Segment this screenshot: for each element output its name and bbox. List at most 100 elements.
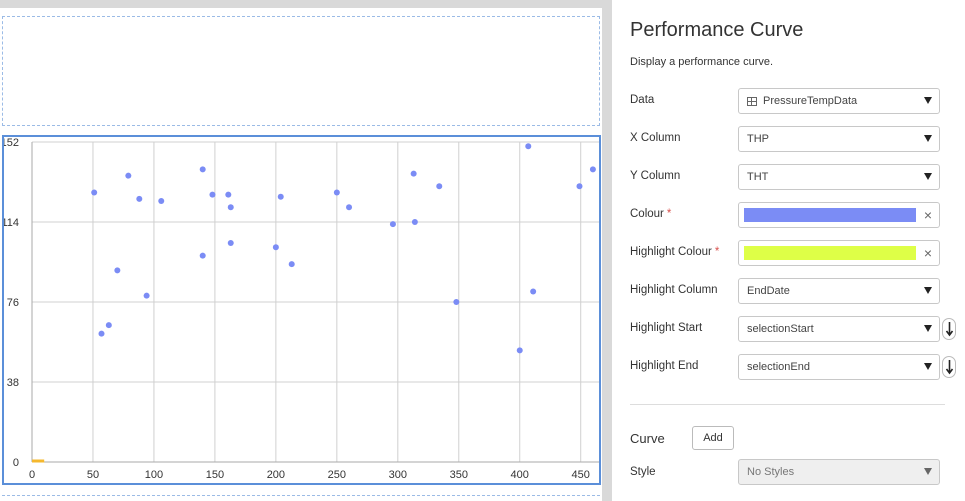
chevron-down-icon xyxy=(924,363,932,370)
data-point xyxy=(288,261,295,268)
data-point xyxy=(158,197,165,204)
clear-icon[interactable]: × xyxy=(923,245,932,261)
highlight-column-value: EndDate xyxy=(747,285,790,297)
data-select[interactable]: PressureTempData xyxy=(738,88,940,114)
x-tick-label: 400 xyxy=(511,469,529,481)
curve-label: Curve xyxy=(630,431,665,446)
y-tick-label: 38 xyxy=(7,377,19,389)
y-tick-label: 114 xyxy=(4,217,19,229)
data-point xyxy=(589,166,596,173)
data-point xyxy=(411,219,418,225)
colour-label: Colour * xyxy=(630,208,671,220)
data-point xyxy=(576,183,583,190)
data-point xyxy=(199,166,206,173)
x-column-select[interactable]: THP xyxy=(738,126,940,152)
x-column-label: X Column xyxy=(630,132,681,144)
data-point xyxy=(277,193,284,200)
highlight-end-select[interactable]: selectionEnd xyxy=(738,354,940,380)
x-tick-label: 50 xyxy=(87,469,99,481)
scatter-chart: 0 50 100 150 200 250 300 350 400 450 0 38 76 114 152 xyxy=(4,137,599,481)
highlight-start-label: Highlight Start xyxy=(630,322,703,334)
data-point xyxy=(105,322,112,329)
add-curve-button[interactable]: Add xyxy=(692,426,734,450)
data-point xyxy=(125,172,132,179)
highlight-colour-swatch[interactable] xyxy=(744,246,916,260)
chevron-down-icon xyxy=(924,287,932,294)
x-tick-label: 250 xyxy=(328,469,346,481)
x-tick-label: 0 xyxy=(29,469,35,481)
highlight-end-label: Highlight End xyxy=(630,360,699,372)
highlight-column-label: Highlight Column xyxy=(630,284,718,296)
x-tick-label: 350 xyxy=(450,469,468,481)
data-point xyxy=(136,195,143,202)
style-select[interactable]: No Styles xyxy=(738,459,940,485)
data-point xyxy=(333,189,340,196)
data-point xyxy=(143,292,150,299)
highlight-start-select[interactable]: selectionStart xyxy=(738,316,940,342)
chevron-down-icon xyxy=(924,468,932,475)
data-label: Data xyxy=(630,94,655,106)
data-point xyxy=(389,221,396,228)
chevron-down-icon xyxy=(924,173,932,180)
properties-panel: Performance Curve Display a performance … xyxy=(612,0,965,501)
data-point xyxy=(209,191,216,198)
data-point xyxy=(227,204,234,211)
x-tick-label: 150 xyxy=(206,469,224,481)
panel-divider[interactable] xyxy=(602,0,612,501)
style-label: Style xyxy=(630,466,656,478)
canvas-area: 0 50 100 150 200 250 300 350 400 450 0 38 76 114 152 xyxy=(0,8,602,501)
canvas-top-strip xyxy=(0,0,602,8)
data-point xyxy=(227,240,234,247)
y-tick-label: 76 xyxy=(7,297,19,309)
highlight-start-value: selectionStart xyxy=(747,323,814,335)
data-point xyxy=(453,299,460,305)
data-point xyxy=(516,347,523,354)
colour-picker[interactable]: × xyxy=(738,202,940,228)
y-tick-label: 0 xyxy=(13,457,19,469)
x-tick-label: 450 xyxy=(572,469,590,481)
panel-description: Display a performance curve. xyxy=(630,56,774,68)
colour-swatch[interactable] xyxy=(744,208,916,222)
x-column-value: THP xyxy=(747,133,769,145)
y-column-value: THT xyxy=(747,171,769,183)
y-tick-label: 152 xyxy=(4,137,19,149)
table-icon xyxy=(747,96,757,106)
x-tick-label: 200 xyxy=(267,469,285,481)
section-divider xyxy=(630,404,945,405)
required-marker: * xyxy=(666,208,672,220)
x-tick-label: 100 xyxy=(145,469,163,481)
data-point xyxy=(225,191,232,198)
y-column-select[interactable]: THT xyxy=(738,164,940,190)
data-point xyxy=(199,252,206,259)
data-point xyxy=(91,189,98,196)
data-point xyxy=(114,267,121,274)
y-column-label: Y Column xyxy=(630,170,681,182)
highlight-end-value: selectionEnd xyxy=(747,361,810,373)
data-point xyxy=(436,183,443,190)
style-value: No Styles xyxy=(747,466,795,478)
data-point xyxy=(530,288,537,295)
performance-curve-widget[interactable]: 0 50 100 150 200 250 300 350 400 450 0 38 76 114 152 xyxy=(2,135,601,485)
data-point xyxy=(410,170,417,177)
empty-widget-slot-bottom[interactable] xyxy=(2,495,600,501)
data-source-toggle-button[interactable] xyxy=(942,356,956,378)
required-marker: * xyxy=(714,246,720,258)
arrow-down-icon xyxy=(945,322,954,337)
data-point xyxy=(272,244,279,251)
empty-widget-slot[interactable] xyxy=(2,16,600,126)
panel-title: Performance Curve xyxy=(630,19,804,41)
data-point xyxy=(346,204,353,211)
arrow-down-icon xyxy=(945,360,954,375)
chevron-down-icon xyxy=(924,325,932,332)
highlight-colour-label-text: Highlight Colour xyxy=(630,246,712,258)
data-point xyxy=(525,143,532,150)
highlight-colour-picker[interactable]: × xyxy=(738,240,940,266)
x-tick-label: 300 xyxy=(389,469,407,481)
data-select-value: PressureTempData xyxy=(763,95,858,107)
highlight-column-select[interactable]: EndDate xyxy=(738,278,940,304)
clear-icon[interactable]: × xyxy=(923,207,932,223)
highlight-colour-label: Highlight Colour * xyxy=(630,246,719,258)
colour-label-text: Colour xyxy=(630,208,664,220)
data-source-toggle-button[interactable] xyxy=(942,318,956,340)
data-point xyxy=(98,330,105,337)
